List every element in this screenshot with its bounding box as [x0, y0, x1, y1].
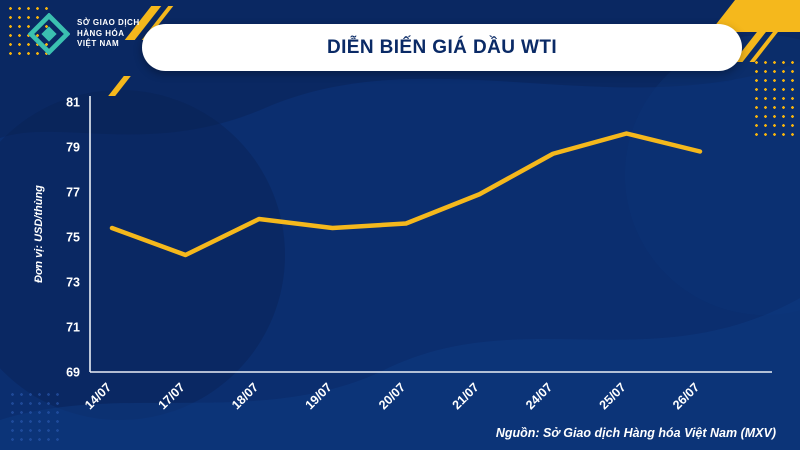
dot-pattern-right [752, 58, 794, 142]
y-tick-label: 79 [66, 141, 80, 155]
mxv-diamond-icon [28, 13, 70, 55]
mxv-logo-text: SỞ GIAO DỊCH HÀNG HÓA VIỆT NAM [77, 18, 140, 50]
y-tick-label: 77 [66, 186, 80, 200]
y-tick-label: 75 [66, 231, 80, 245]
x-tick-label: 21/07 [450, 380, 482, 412]
y-tick-label: 69 [66, 366, 80, 380]
x-tick-label: 19/07 [303, 380, 335, 412]
x-tick-label: 26/07 [670, 380, 702, 412]
price-line [109, 131, 703, 258]
dot-pattern-bottom-left [8, 390, 62, 442]
x-tick-label: 20/07 [376, 380, 408, 412]
chart-canvas: 69 71 73 75 77 79 81 14/07 17/07 18/07 19/07 20/07 2… [66, 96, 772, 412]
y-axis-title: Đơn vị: USD/thùng [33, 185, 45, 283]
title-banner: DIỄN BIẾN GIÁ DẦU WTI [142, 24, 742, 71]
dot-pattern-top-left [6, 4, 48, 60]
logo-line: HÀNG HÓA [77, 28, 125, 38]
page-title: DIỄN BIẾN GIÁ DẦU WTI [326, 36, 558, 58]
x-tick-label: 17/07 [156, 380, 188, 412]
x-tick-label: 24/07 [523, 380, 555, 412]
y-tick-label: 73 [66, 276, 80, 290]
x-tick-label: 14/07 [82, 380, 114, 412]
x-tick-label: 25/07 [597, 380, 629, 412]
source-note: Nguồn: Sở Giao dịch Hàng hóa Việt Nam (M… [495, 426, 776, 440]
wti-line-chart: 69 71 73 75 77 79 81 14/07 17/07 18/07 19/07 20/07 2… [50, 88, 780, 438]
mxv-logo: SỞ GIAO DỊCH HÀNG HÓA VIỆT NAM [28, 13, 140, 55]
logo-line: VIỆT NAM [77, 39, 120, 49]
x-tick-label: 18/07 [229, 380, 261, 412]
y-tick-label: 81 [66, 96, 80, 110]
y-tick-label: 71 [66, 321, 80, 335]
logo-line: SỞ GIAO DỊCH [77, 17, 140, 27]
